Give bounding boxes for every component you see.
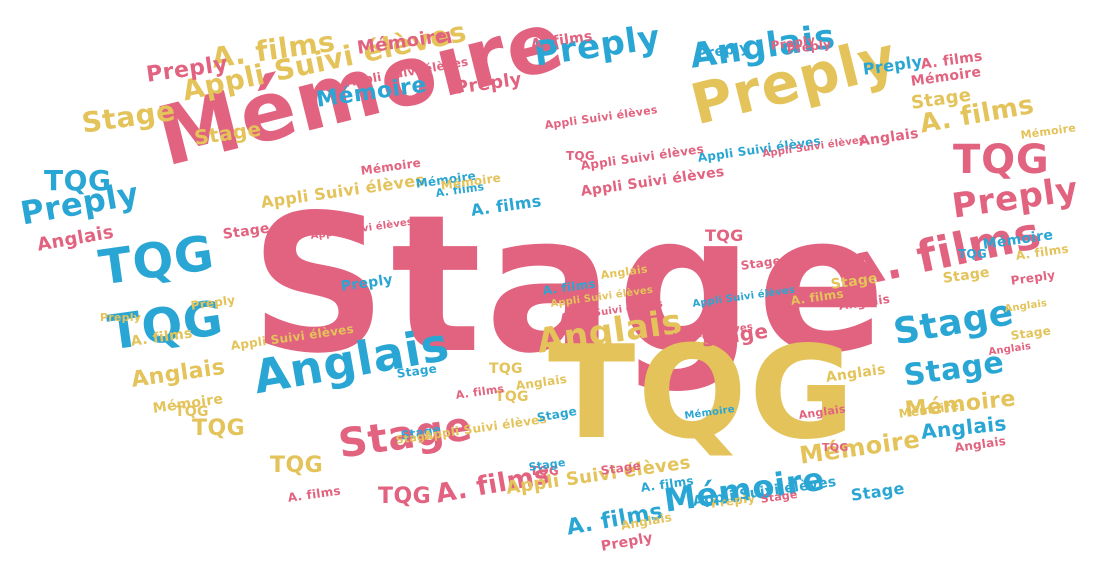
word-tqg: TQG <box>270 453 324 478</box>
word-tqg: TQG <box>953 137 1050 183</box>
word-stage-largest: Stage <box>250 174 890 395</box>
word-stage: Stage <box>849 478 906 505</box>
word-anglais: Anglais <box>857 125 920 150</box>
word-preply: Preply <box>17 174 142 233</box>
word-anglais: Anglais <box>987 341 1032 358</box>
word-stage: Stage <box>1009 323 1052 343</box>
word-tqg: TQG <box>566 149 595 163</box>
word-tqg: TQG <box>44 164 112 197</box>
word-tqg: TQG <box>192 416 246 441</box>
word-tqg: TQG <box>495 389 529 405</box>
word-tqg: TQG <box>175 404 209 420</box>
word-appli-suivi-eleves: Appli Suivi élèves <box>579 141 705 173</box>
word-anglais: Anglais <box>129 354 227 393</box>
word-tqg: TQG <box>530 464 559 478</box>
word-tqg: TQG <box>822 441 849 454</box>
word-stage: Stage <box>890 291 1017 354</box>
word-tqg: TQG <box>378 484 432 509</box>
word-tqg-large: TQG <box>548 319 857 468</box>
word-memoire: Mémoire <box>1019 121 1077 142</box>
word-tqg: TQG <box>489 361 523 377</box>
word-tqg: TQG <box>958 247 987 261</box>
word-a-films: A. films <box>286 483 342 505</box>
word-preply: Preply <box>1009 267 1057 288</box>
word-tqg: TQG <box>705 226 744 245</box>
word-appli-suivi-eleves: Appli Suivi élèves <box>543 103 659 132</box>
word-preply: Preply <box>599 529 655 555</box>
word-preply: Preply <box>100 311 142 324</box>
